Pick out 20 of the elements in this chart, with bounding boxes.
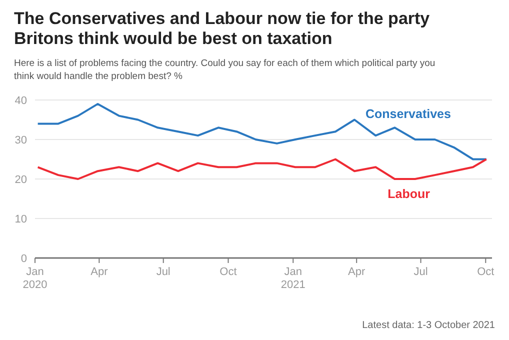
chart-subtitle: Here is a list of problems facing the country. Could you say for each of them which political party you think would handle the problem best? % <box>14 58 436 82</box>
x-tick-label: Jul <box>414 266 428 278</box>
x-tick-label: Oct <box>220 266 237 278</box>
series-label: Labour <box>388 187 430 201</box>
y-tick-label: 10 <box>14 214 27 226</box>
line-series <box>36 158 488 180</box>
y-tick-label: 40 <box>14 95 27 107</box>
x-tick-label: Jul <box>156 266 170 278</box>
line-series <box>36 102 488 160</box>
x-tick-label: Apr <box>348 266 366 278</box>
text: Latest data: 1-3 October 2021 <box>362 320 496 331</box>
series-label: Conservatives <box>365 106 451 121</box>
x-tick-label: Apr <box>90 266 108 278</box>
chart-title: The Conservatives and Labour now tie for the party Britons think would be best on taxation <box>14 9 430 48</box>
x-tick-label: Jan 2020 <box>22 266 48 291</box>
y-tick-label: 20 <box>14 174 27 186</box>
y-tick-label: 0 <box>20 253 27 265</box>
x-tick-label: Oct <box>477 266 494 278</box>
y-tick-label: 30 <box>14 134 27 146</box>
x-tick-label: Jan 2021 <box>280 266 306 291</box>
